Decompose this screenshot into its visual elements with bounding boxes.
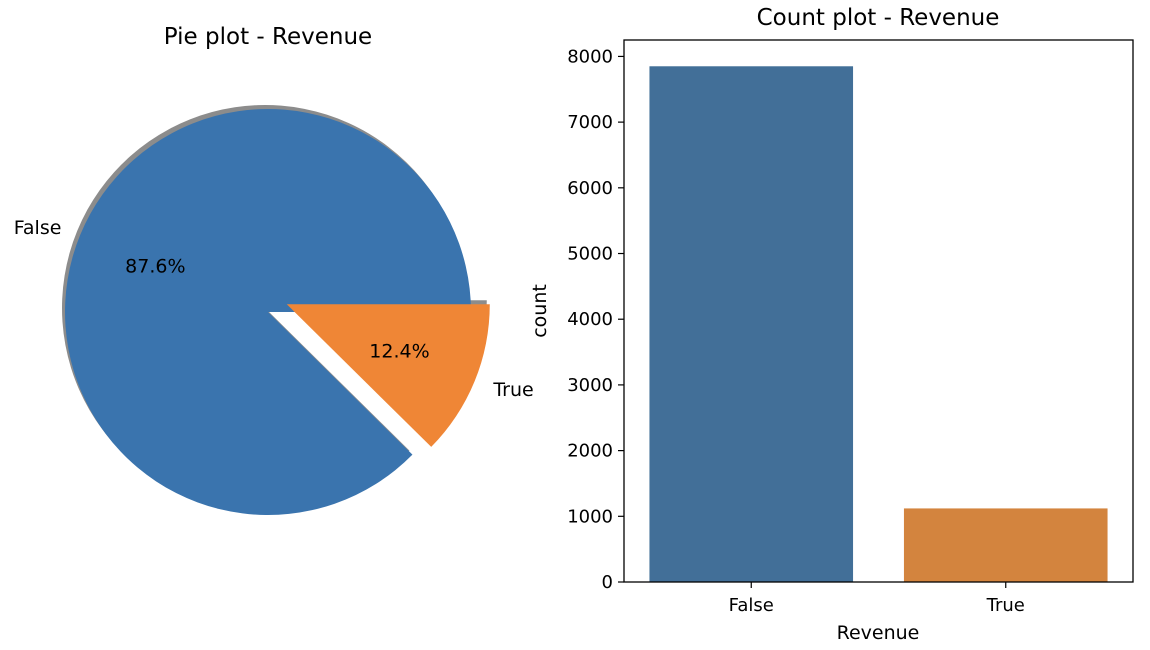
pie-slices (64, 108, 490, 515)
y-axis-ticks: 0 1000 2000 3000 4000 5000 6000 7000 8000 (567, 46, 624, 593)
pie-chart: Pie plot - Revenue 87.6% False 12.4% True (14, 24, 534, 515)
pie-chart-title: Pie plot - Revenue (164, 24, 372, 50)
y-axis-label: count (529, 284, 551, 338)
plot-frame (623, 39, 1134, 583)
y-tick-label: 4000 (567, 309, 613, 330)
bars (649, 66, 1108, 582)
pie-category-label: False (14, 217, 62, 239)
bar-true (903, 508, 1108, 582)
y-tick-label: 5000 (567, 244, 613, 265)
pie-pct-label: 12.4% (369, 341, 429, 363)
y-tick-label: 6000 (567, 178, 613, 199)
pie-slice-false (64, 108, 472, 515)
bar-false (649, 66, 854, 582)
y-tick-label: 3000 (567, 375, 613, 396)
y-tick-label: 1000 (567, 506, 613, 527)
x-axis-label: Revenue (837, 622, 920, 644)
pie-pct-label: 87.6% (125, 256, 185, 278)
count-chart: Count plot - Revenue 0 1000 2000 3000 4000 50… (529, 5, 1134, 644)
y-tick-label: 0 (602, 572, 613, 593)
pie-category-label: True (492, 379, 533, 401)
y-tick-label: 7000 (567, 112, 613, 133)
x-tick-label: True (986, 595, 1025, 616)
y-tick-label: 2000 (567, 441, 613, 462)
pie-slice-true (286, 304, 490, 447)
y-tick-label: 8000 (567, 46, 613, 67)
x-tick-label: False (729, 595, 774, 616)
pie-labels: 87.6% False 12.4% True (14, 217, 534, 401)
x-axis-ticks: False True (729, 582, 1025, 616)
count-chart-title: Count plot - Revenue (757, 5, 1000, 31)
